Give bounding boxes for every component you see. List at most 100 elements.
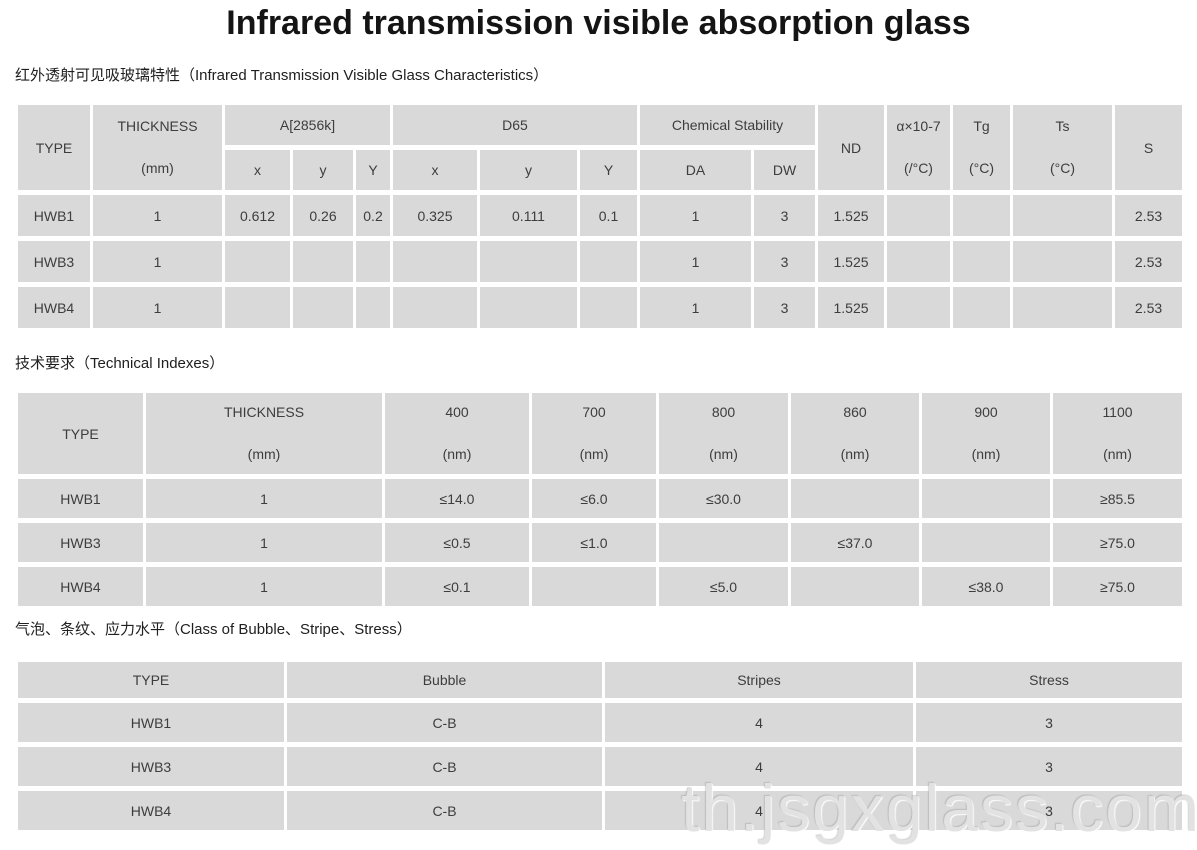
cell-d-x: 0.325 xyxy=(390,190,480,241)
cell-ts xyxy=(1010,282,1116,333)
cell-d-y: 0.111 xyxy=(477,190,580,241)
cell-1100nm: ≥75.0 xyxy=(1050,562,1185,611)
subheader-da: DA xyxy=(637,145,754,195)
cell-860nm xyxy=(788,562,922,611)
cell-a-x xyxy=(222,236,293,287)
header-tg-label: Tg xyxy=(973,118,990,134)
cell-stripes: 4 xyxy=(602,786,916,835)
header-860nm-label: 860 xyxy=(843,404,867,420)
cell-700nm xyxy=(529,562,659,611)
cell-d-Y xyxy=(577,282,640,333)
header-thickness-unit: (mm) xyxy=(247,446,281,462)
cell-stripes: 4 xyxy=(602,742,916,791)
cell-thickness: 1 xyxy=(90,190,225,241)
cell-860nm: ≤37.0 xyxy=(788,518,922,567)
section-heading-technical-indexes: 技术要求（Technical Indexes） xyxy=(15,355,225,372)
cell-thickness: 1 xyxy=(143,562,385,611)
cell-dw: 3 xyxy=(750,236,819,287)
cell-ts xyxy=(1010,190,1116,241)
cell-d-Y: 0.1 xyxy=(577,190,640,241)
header-900nm: 900 (nm) xyxy=(919,388,1053,479)
technical-indexes-table: TYPE THICKNESS (mm) 400 (nm) 700 (nm) 80… xyxy=(15,388,1185,611)
header-group-d65: D65 xyxy=(390,100,640,150)
subheader-dw: DW xyxy=(750,145,819,195)
table-row: HWB4 1 ≤0.1 ≤5.0 ≤38.0 ≥75.0 xyxy=(15,562,1185,611)
cell-800nm xyxy=(656,518,791,567)
cell-a-y: 0.26 xyxy=(290,190,356,241)
table-header-row: TYPE Bubble Stripes Stress xyxy=(15,657,1185,703)
cell-dw: 3 xyxy=(750,282,819,333)
cell-a-y xyxy=(290,236,356,287)
cell-bubble: C-B xyxy=(284,698,605,747)
header-800nm-unit: (nm) xyxy=(709,446,738,462)
cell-400nm: ≤0.5 xyxy=(382,518,532,567)
cell-d-x xyxy=(390,282,480,333)
cell-tg xyxy=(950,282,1014,333)
cell-alpha xyxy=(884,236,954,287)
bubble-stripe-stress-table: TYPE Bubble Stripes Stress HWB1 C-B 4 3 … xyxy=(15,657,1185,835)
header-ts-unit: (°C) xyxy=(1049,160,1076,176)
table-header-row: TYPE THICKNESS (mm) 400 (nm) 700 (nm) 80… xyxy=(15,388,1185,479)
table-row: HWB1 1 ≤14.0 ≤6.0 ≤30.0 ≥85.5 xyxy=(15,474,1185,523)
cell-dw: 3 xyxy=(750,190,819,241)
header-900nm-label: 900 xyxy=(974,404,998,420)
cell-bubble: C-B xyxy=(284,786,605,835)
header-tg: Tg (°C) xyxy=(950,100,1014,195)
cell-a-Y xyxy=(353,282,393,333)
cell-type: HWB1 xyxy=(15,474,146,523)
cell-860nm xyxy=(788,474,922,523)
cell-s: 2.53 xyxy=(1112,190,1186,241)
cell-900nm: ≤38.0 xyxy=(919,562,1053,611)
header-400nm: 400 (nm) xyxy=(382,388,532,479)
cell-a-x xyxy=(222,282,293,333)
header-nd: ND xyxy=(815,100,888,195)
header-860nm-unit: (nm) xyxy=(840,446,870,462)
cell-type: HWB3 xyxy=(15,236,93,287)
cell-800nm: ≤5.0 xyxy=(656,562,791,611)
cell-800nm: ≤30.0 xyxy=(656,474,791,523)
subheader-a-y: y xyxy=(290,145,356,195)
cell-bubble: C-B xyxy=(284,742,605,791)
cell-type: HWB3 xyxy=(15,742,287,791)
cell-type: HWB4 xyxy=(15,282,93,333)
header-860nm: 860 (nm) xyxy=(788,388,922,479)
header-1100nm-label: 1100 xyxy=(1102,404,1133,420)
cell-thickness: 1 xyxy=(143,518,385,567)
header-700nm: 700 (nm) xyxy=(529,388,659,479)
cell-a-Y: 0.2 xyxy=(353,190,393,241)
cell-alpha xyxy=(884,282,954,333)
cell-da: 1 xyxy=(637,190,754,241)
header-stress: Stress xyxy=(913,657,1185,703)
subheader-d-x: x xyxy=(390,145,480,195)
table-row: HWB4 1 1 3 1.525 2.53 xyxy=(15,282,1186,333)
header-400nm-unit: (nm) xyxy=(442,446,472,462)
header-800nm-label: 800 xyxy=(711,404,736,420)
table-row: HWB1 C-B 4 3 xyxy=(15,698,1185,747)
cell-a-y xyxy=(290,282,356,333)
header-type: TYPE xyxy=(15,100,93,195)
cell-1100nm: ≥85.5 xyxy=(1050,474,1185,523)
header-stripes: Stripes xyxy=(602,657,916,703)
section-heading-characteristics: 红外透射可见吸玻璃特性（Infrared Transmission Visibl… xyxy=(15,67,549,84)
header-900nm-unit: (nm) xyxy=(971,446,1001,462)
table-row: HWB3 1 1 3 1.525 2.53 xyxy=(15,236,1186,287)
header-700nm-label: 700 xyxy=(582,404,606,420)
cell-400nm: ≤14.0 xyxy=(382,474,532,523)
cell-stripes: 4 xyxy=(602,698,916,747)
table-subheader-row: x y Y x y Y DA DW xyxy=(17,145,1184,195)
page-title: Infrared transmission visible absorption… xyxy=(226,4,971,42)
subheader-d-y: y xyxy=(477,145,580,195)
header-1100nm: 1100 (nm) xyxy=(1050,388,1185,479)
header-bubble: Bubble xyxy=(284,657,605,703)
cell-700nm: ≤1.0 xyxy=(529,518,659,567)
cell-thickness: 1 xyxy=(90,236,225,287)
header-800nm: 800 (nm) xyxy=(656,388,791,479)
cell-400nm: ≤0.1 xyxy=(382,562,532,611)
cell-thickness: 1 xyxy=(90,282,225,333)
characteristics-table: TYPE THICKNESS (mm) A[2856k] D65 Chemica… xyxy=(15,100,1186,333)
table-row: HWB3 C-B 4 3 xyxy=(15,742,1185,791)
cell-900nm xyxy=(919,474,1053,523)
header-alpha: α×10-7 (/°C) xyxy=(884,100,954,195)
header-1100nm-unit: (nm) xyxy=(1103,446,1132,462)
cell-d-x xyxy=(390,236,480,287)
